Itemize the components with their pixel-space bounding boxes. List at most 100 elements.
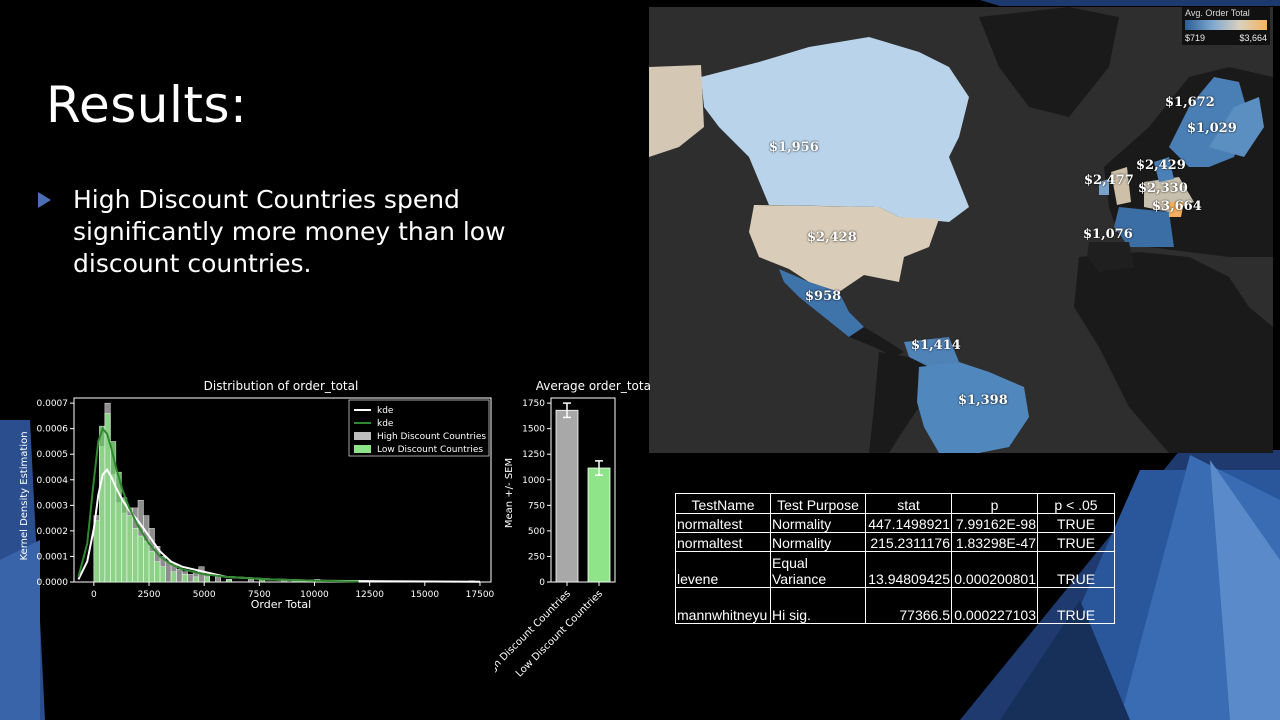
x-tick-label: 10000: [300, 590, 329, 600]
map-region-canada: [701, 37, 969, 222]
y-tick-label: 1250: [522, 450, 545, 460]
map-region-uk: [1111, 167, 1131, 205]
histogram-bar: [132, 528, 139, 583]
chart-legend: kde kde High Discount Countries Low Discoun…: [348, 399, 490, 457]
table-cell: Normality: [770, 532, 866, 552]
map-shapes: [649, 7, 1273, 453]
histogram-bar: [93, 520, 100, 583]
map-legend: Avg. Order Total $719 $3,664: [1182, 7, 1270, 45]
table-row: levene Equal Variance 13.94809425 0.0002…: [675, 551, 1115, 588]
table-row: mannwhitneyu Hi sig. 77366.5 0.000227103…: [675, 587, 1115, 624]
legend-swatch: [354, 445, 371, 453]
x-tick-label: 17500: [466, 590, 495, 600]
x-tick-label: 0: [91, 590, 97, 600]
y-tick-label: 750: [528, 501, 545, 511]
legend-min-value: $719: [1185, 33, 1206, 43]
table-cell: TRUE: [1037, 587, 1115, 624]
legend-swatch: [354, 432, 371, 440]
table-cell: 0.000227103: [951, 587, 1038, 624]
column-header: stat: [865, 493, 952, 514]
histogram-bar: [99, 425, 106, 583]
column-header: TestName: [675, 493, 771, 514]
map-region-mexico: [779, 269, 864, 337]
table-cell: 215.2311176: [865, 532, 952, 552]
bullet-arrow-icon: [38, 192, 51, 208]
table-cell: 13.94809425: [865, 551, 952, 588]
column-header: p: [951, 493, 1038, 514]
choropleth-map[interactable]: Avg. Order Total $719 $3,664 $1,956 $2,4…: [649, 7, 1273, 453]
legend-label: kde: [377, 419, 394, 429]
map-label-sweden: $1,672: [1165, 95, 1215, 110]
histogram-bar: [215, 576, 221, 583]
plot-frame: [550, 397, 616, 583]
y-tick-label: 0.0001: [37, 552, 69, 562]
table-header-row: TestName Test Purpose stat p p < .05: [675, 493, 1115, 514]
histogram-bar: [121, 497, 128, 583]
kde-line: [77, 426, 359, 583]
map-label-uk: $2,477: [1084, 173, 1134, 188]
map-region-alaska: [649, 65, 704, 157]
y-tick-label: 250: [528, 552, 545, 562]
table-cell: 0.000200801: [951, 551, 1038, 588]
slide-title: Results:: [46, 76, 248, 134]
map-label-mexico: $958: [805, 289, 842, 304]
map-region-finland: [1209, 97, 1264, 157]
y-tick-label: 1500: [522, 425, 545, 435]
map-region-ireland: [1099, 179, 1109, 195]
table-cell: mannwhitneyu: [675, 587, 771, 624]
map-region-austria: [1169, 202, 1184, 217]
map-label-finland: $1,029: [1187, 121, 1237, 136]
table-cell: normaltest: [675, 513, 771, 533]
legend-color-ramp: [1185, 20, 1267, 30]
map-region-venezuela: [904, 337, 959, 367]
x-tick-label: 5000: [193, 590, 216, 600]
table-cell: levene: [675, 551, 771, 588]
column-header: Test Purpose: [770, 493, 866, 514]
histogram-bar: [137, 535, 144, 583]
table-cell: 7.99162E-98: [951, 513, 1038, 533]
y-tick-label: 0: [539, 578, 545, 588]
y-tick-label: 0.0007: [37, 399, 69, 409]
map-label-brazil: $1,398: [958, 393, 1008, 408]
x-tick-label: 2500: [138, 590, 161, 600]
table-cell: Normality: [770, 513, 866, 533]
map-label-venezuela: $1,414: [911, 338, 961, 353]
y-tick-label: 0.0003: [37, 501, 69, 511]
table-cell: Equal Variance: [770, 551, 866, 588]
y-tick-label: 0.0005: [37, 450, 69, 460]
statistical-tests-table: TestName Test Purpose stat p p < .05 nor…: [675, 493, 1115, 624]
histogram-bar: [170, 571, 177, 583]
map-label-austria: $3,664: [1152, 199, 1202, 214]
plot-area: 0 2500 5000 7500 10000 12500 15000 17500 0.0000 0…: [37, 397, 495, 600]
map-label-denmark: $2,429: [1136, 158, 1186, 173]
y-tick-label: 0.0004: [37, 476, 69, 486]
map-label-france: $1,076: [1083, 227, 1133, 242]
chart-title: Average order_total: [536, 379, 650, 393]
histogram-bar: [126, 515, 133, 583]
y-axis-label: Kernel Density Estimation: [19, 431, 30, 560]
x-tick-label: 7500: [248, 590, 271, 600]
histogram-bar: [143, 540, 150, 583]
table-cell: normaltest: [675, 532, 771, 552]
x-tick-label: 12500: [355, 590, 384, 600]
y-tick-label: 0.0000: [37, 578, 69, 588]
bar: [555, 409, 579, 583]
legend-title: Avg. Order Total: [1185, 8, 1250, 18]
table-row: normaltest Normality 447.1498921 7.99162…: [675, 513, 1115, 533]
histogram-bar: [154, 561, 161, 583]
table-cell: 447.1498921: [865, 513, 952, 533]
legend-label: High Discount Countries: [377, 432, 486, 442]
table-cell: 1.83298E-47: [951, 532, 1038, 552]
x-axis-label: Order Total: [251, 598, 311, 611]
histogram-bar: [148, 551, 155, 583]
table-cell: TRUE: [1037, 551, 1115, 588]
histogram-bar: [176, 569, 183, 583]
histogram-bar: [159, 566, 166, 583]
legend-max-value: $3,664: [1239, 33, 1267, 43]
x-tick-label: 15000: [410, 590, 439, 600]
map-label-usa: $2,428: [807, 230, 857, 245]
table-cell: 77366.5: [865, 587, 952, 624]
bar: [587, 467, 611, 583]
y-tick-label: 1750: [522, 399, 545, 409]
